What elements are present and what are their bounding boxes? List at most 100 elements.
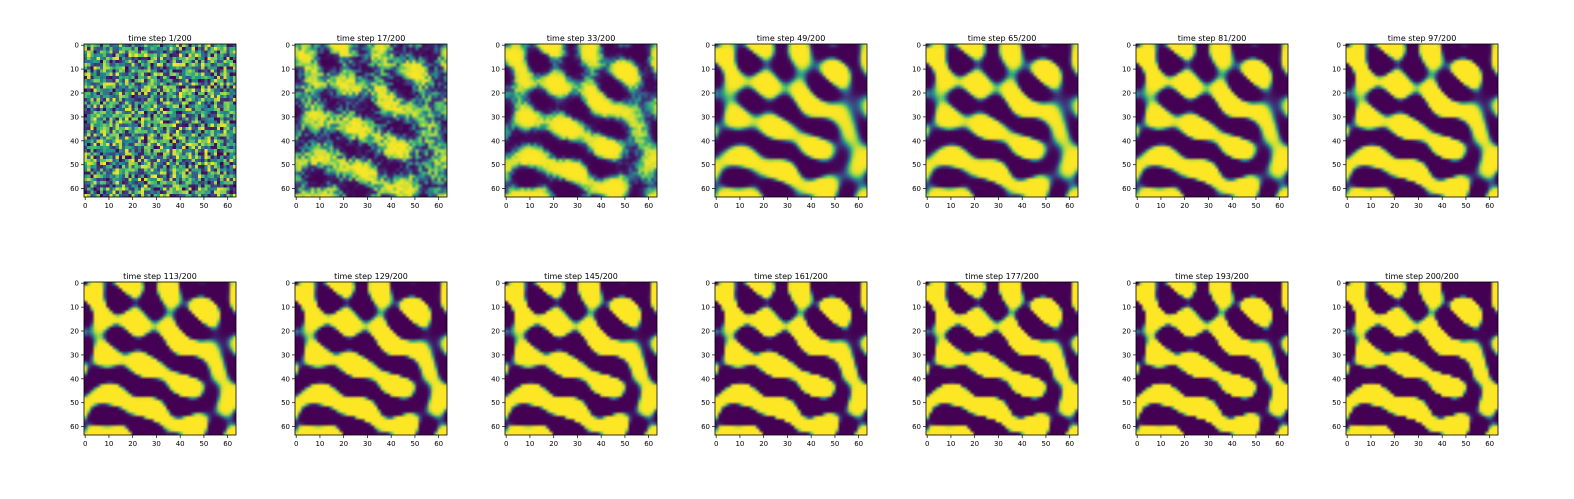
y-tick-label: 20 (1332, 90, 1341, 98)
y-tick-label: 0 (1337, 42, 1341, 50)
y-tick-label: 40 (1332, 375, 1341, 383)
x-tick-label: 50 (199, 202, 208, 210)
y-tick-label: 50 (1122, 399, 1131, 407)
y-tick-label: 60 (491, 423, 500, 431)
x-tick-label: 50 (199, 440, 208, 448)
y-tick-label: 10 (912, 304, 921, 312)
y-tick-label: 10 (701, 66, 710, 74)
x-tick-label: 30 (152, 440, 161, 448)
x-tick-label: 10 (1156, 202, 1165, 210)
y-tick-label: 40 (70, 375, 79, 383)
x-tick-label: 60 (644, 202, 653, 210)
x-tick-label: 40 (1018, 440, 1027, 448)
panel-title: time step 177/200 (965, 272, 1039, 281)
y-tick-label: 20 (70, 328, 79, 336)
x-tick-label: 0 (714, 202, 718, 210)
x-tick-label: 40 (1438, 440, 1447, 448)
y-tick-label: 20 (281, 90, 290, 98)
y-tick-label: 10 (281, 66, 290, 74)
heatmap-image (1136, 44, 1288, 197)
x-tick-label: 0 (294, 440, 298, 448)
x-tick-label: 50 (830, 202, 839, 210)
x-tick-label: 50 (410, 440, 419, 448)
x-tick-label: 20 (1390, 202, 1399, 210)
x-tick-label: 20 (339, 440, 348, 448)
y-tick-label: 60 (1332, 423, 1341, 431)
y-tick-label: 30 (70, 113, 79, 121)
x-tick-label: 10 (525, 440, 534, 448)
y-tick-label: 60 (1122, 185, 1131, 193)
y-tick-label: 50 (491, 399, 500, 407)
x-tick-label: 0 (925, 440, 929, 448)
x-tick-label: 0 (1345, 202, 1349, 210)
y-tick-label: 50 (912, 399, 921, 407)
x-tick-label: 0 (504, 202, 508, 210)
y-tick-label: 20 (912, 90, 921, 98)
heatmap-image (1346, 44, 1498, 197)
y-tick-label: 50 (281, 161, 290, 169)
y-tick-label: 0 (75, 42, 79, 50)
y-tick-label: 60 (912, 423, 921, 431)
x-tick-label: 30 (573, 440, 582, 448)
axes-frame (83, 281, 237, 436)
x-tick-label: 10 (946, 202, 955, 210)
x-tick-label: 40 (597, 202, 606, 210)
y-tick-label: 10 (281, 304, 290, 312)
x-tick-label: 10 (315, 440, 324, 448)
x-tick-label: 30 (1414, 440, 1423, 448)
x-tick-label: 50 (1041, 202, 1050, 210)
heatmap-panel: time step 97/200 0 10 20 30 40 50 60 0 10 20 30 40 50… (1332, 34, 1499, 210)
panel-title: time step 65/200 (968, 34, 1037, 43)
x-tick-label: 40 (176, 202, 185, 210)
heatmap-panel: time step 65/200 0 10 20 30 40 50 60 0 10 20 30 40 50… (912, 34, 1079, 210)
x-tick-label: 40 (1018, 202, 1027, 210)
panel-title: time step 49/200 (757, 34, 826, 43)
y-tick-label: 60 (1122, 423, 1131, 431)
y-tick-label: 0 (917, 280, 921, 288)
x-tick-label: 40 (1228, 440, 1237, 448)
heatmap-image (715, 282, 867, 435)
y-tick-label: 10 (1122, 304, 1131, 312)
x-tick-label: 60 (1275, 202, 1284, 210)
heatmap-panel: time step 200/200 0 10 20 30 40 50 60 0 10 20 30 40 5… (1332, 272, 1499, 448)
x-tick-label: 50 (1251, 440, 1260, 448)
y-tick-label: 30 (491, 113, 500, 121)
y-tick-label: 30 (1332, 351, 1341, 359)
axes-frame (1345, 281, 1499, 436)
x-tick-label: 50 (1251, 202, 1260, 210)
x-tick-label: 40 (597, 440, 606, 448)
x-tick-label: 20 (759, 202, 768, 210)
y-tick-label: 20 (70, 90, 79, 98)
y-tick-label: 40 (491, 137, 500, 145)
x-tick-label: 30 (783, 440, 792, 448)
y-tick-label: 20 (701, 328, 710, 336)
x-tick-label: 10 (735, 202, 744, 210)
x-tick-label: 0 (925, 202, 929, 210)
panel-title: time step 145/200 (544, 272, 618, 281)
y-tick-label: 20 (491, 90, 500, 98)
x-tick-label: 40 (1228, 202, 1237, 210)
y-tick-label: 30 (701, 351, 710, 359)
x-tick-label: 60 (434, 202, 443, 210)
heatmap-panel: time step 129/200 0 10 20 30 40 50 60 0 10 20 30 40 5… (281, 272, 448, 448)
y-tick-label: 0 (1127, 42, 1131, 50)
x-tick-label: 10 (104, 202, 113, 210)
y-tick-label: 10 (701, 304, 710, 312)
y-tick-label: 50 (1332, 161, 1341, 169)
y-tick-label: 50 (701, 161, 710, 169)
y-tick-label: 40 (701, 137, 710, 145)
x-tick-label: 50 (1461, 440, 1470, 448)
panel-title: time step 81/200 (1178, 34, 1247, 43)
x-tick-label: 20 (970, 202, 979, 210)
heatmap-image (84, 44, 236, 197)
y-tick-label: 20 (281, 328, 290, 336)
y-tick-label: 50 (70, 161, 79, 169)
y-tick-label: 30 (912, 351, 921, 359)
y-tick-label: 30 (281, 113, 290, 121)
x-tick-label: 10 (735, 440, 744, 448)
x-tick-label: 60 (854, 202, 863, 210)
x-tick-label: 50 (1461, 202, 1470, 210)
heatmap-panel: time step 113/200 0 10 20 30 40 50 60 0 10 20 30 40 5… (70, 272, 237, 448)
axes-frame (504, 43, 658, 198)
